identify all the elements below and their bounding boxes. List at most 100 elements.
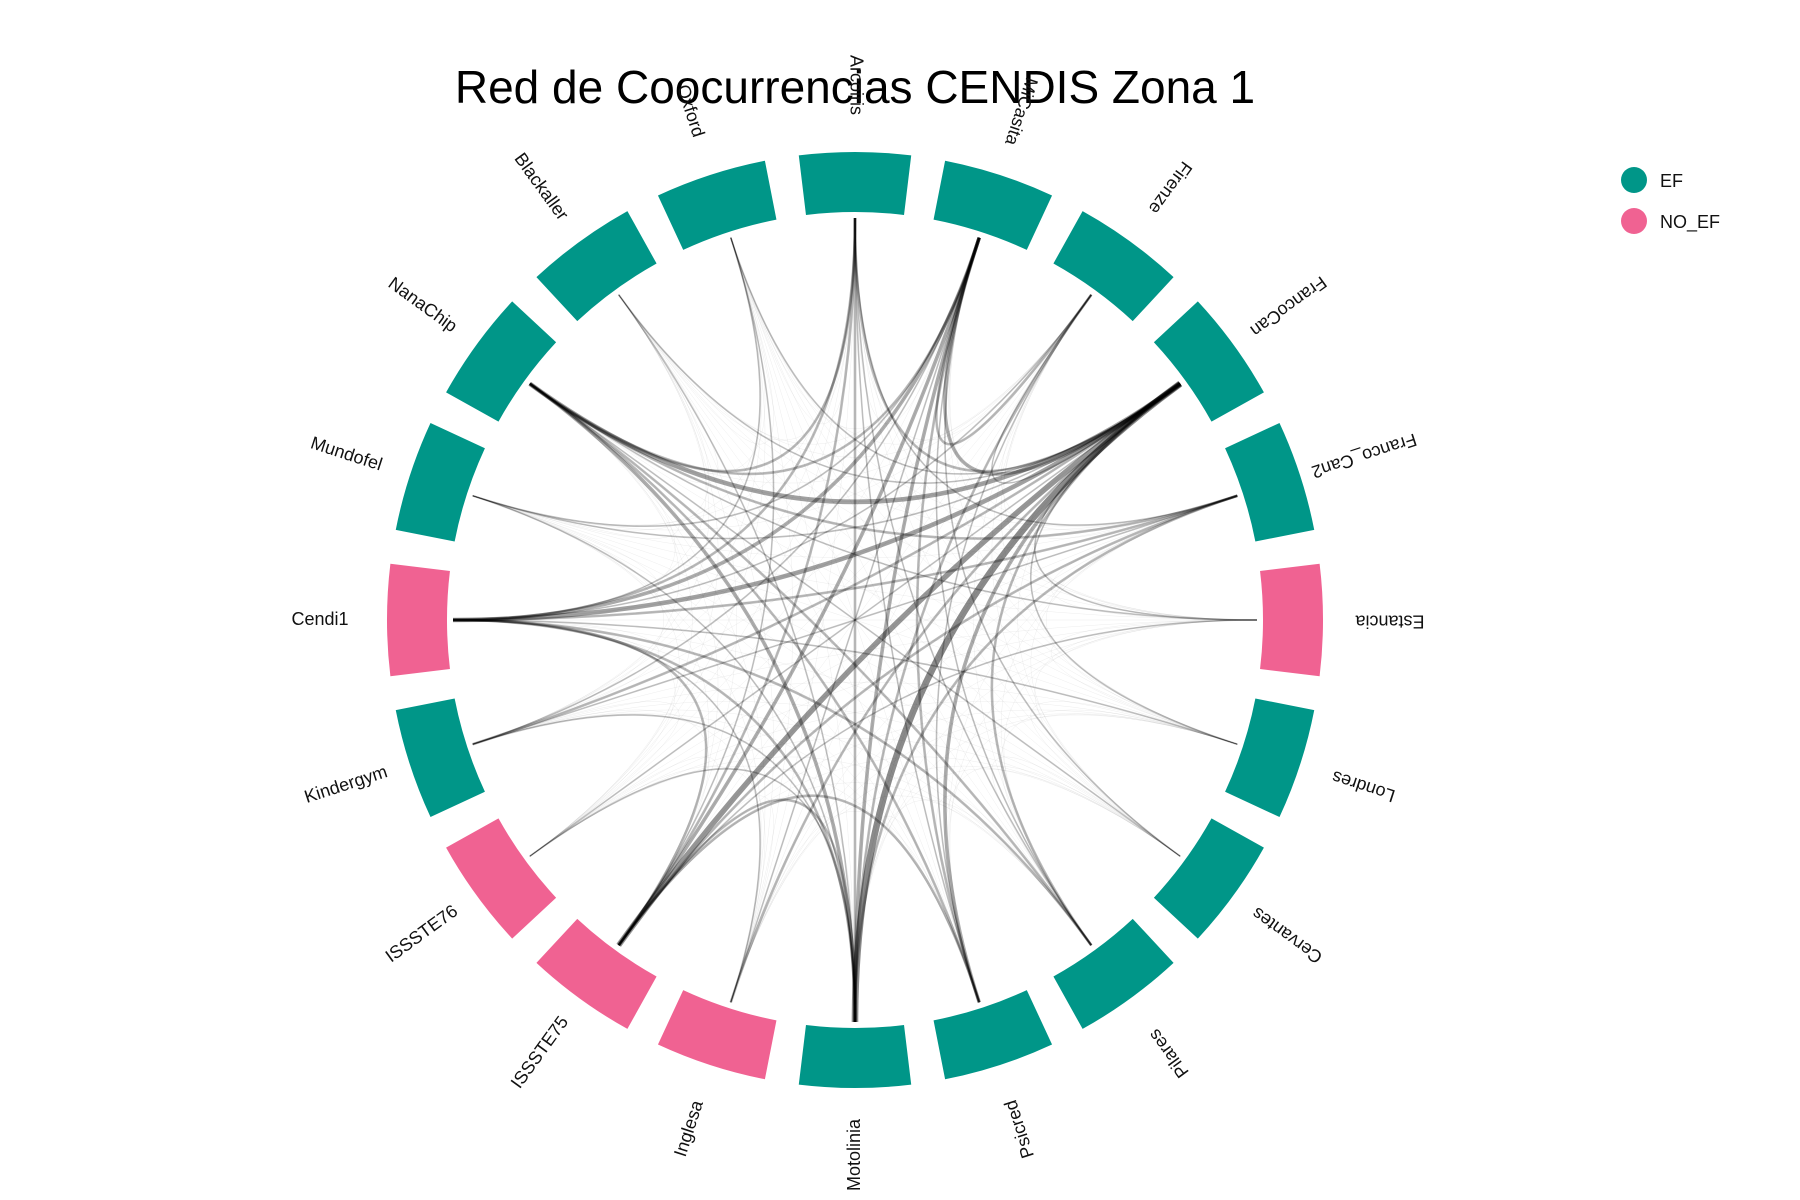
- faint-link: [1030, 383, 1238, 745]
- faint-link: [472, 495, 762, 1003]
- node-arc-kindergym: [395, 698, 485, 818]
- faint-link: [854, 217, 1238, 745]
- faint-link: [472, 495, 1092, 946]
- faint-link: [948, 713, 1238, 1003]
- legend-label-no-ef: NO_EF: [1660, 212, 1720, 233]
- node-label-pilares: Pilares: [1144, 1025, 1193, 1081]
- faint-link: [1017, 383, 1181, 857]
- link-cendi1-franco-can2: [452, 494, 1238, 622]
- faint-link: [529, 765, 980, 1003]
- faint-link: [991, 294, 1181, 857]
- faint-link: [949, 237, 1258, 621]
- legend: EF NO_EF: [1621, 167, 1720, 234]
- link-cendi1-motolinia: [452, 618, 857, 1023]
- link-micasita-cendi1: [452, 237, 981, 622]
- node-label-inglesa: Inglesa: [670, 1097, 707, 1159]
- faint-link: [854, 217, 1258, 621]
- faint-link: [618, 383, 1181, 946]
- node-label-firenze: Firenze: [1145, 158, 1196, 218]
- link-firenze-cendi1: [452, 294, 1092, 621]
- faint-link: [472, 495, 980, 1003]
- faint-link: [529, 495, 1238, 857]
- node-arc-firenze: [1053, 211, 1174, 322]
- faint-link: [972, 294, 1092, 946]
- faint-link: [1003, 619, 1258, 946]
- faint-link: [472, 495, 1181, 857]
- faint-link: [730, 237, 980, 1003]
- faint-link: [529, 237, 980, 475]
- faint-link: [472, 217, 856, 745]
- faint-link: [730, 237, 1181, 475]
- link-cervantes-micasita: [944, 237, 1181, 857]
- link-micasita-motolinia: [853, 237, 981, 1023]
- link-francocan-motolinia: [851, 381, 1183, 1023]
- link-francocan-psicred: [943, 382, 1182, 1003]
- faint-link: [1030, 495, 1238, 857]
- links-layer: [452, 217, 1258, 1023]
- faint-link: [472, 495, 1238, 745]
- faint-link: [452, 495, 660, 621]
- node-arc-issste75: [536, 918, 657, 1029]
- faint-link: [949, 619, 1258, 1003]
- faint-link: [948, 495, 1238, 1003]
- link-nanachip-arcoiris: [529, 217, 857, 473]
- faint-link: [854, 619, 1258, 1023]
- faint-link: [854, 294, 1092, 1023]
- node-label-issste76: ISSSTE76: [382, 901, 462, 967]
- node-arc-cendi1: [386, 563, 450, 677]
- faint-link: [618, 294, 774, 1003]
- link-micasita-nanachip: [529, 237, 981, 476]
- link-mundofel-motolinia: [472, 495, 856, 1023]
- link-micasita-psicred: [915, 237, 981, 1003]
- faint-link: [472, 495, 710, 946]
- faint-link: [472, 495, 1238, 559]
- link-francocan-arcoiris: [853, 217, 1181, 473]
- faint-link: [472, 383, 680, 745]
- node-arc-arcoiris: [798, 151, 912, 215]
- link-francocan-pilares: [990, 382, 1181, 946]
- faint-link: [618, 294, 1238, 745]
- link-cendi1-pilares: [452, 618, 1093, 946]
- link-londres-francocan: [1029, 383, 1238, 745]
- faint-link: [452, 619, 1092, 946]
- faint-link: [936, 294, 1092, 1003]
- faint-link: [452, 619, 1181, 857]
- link-psicred-firenze: [935, 294, 1092, 1003]
- faint-link: [529, 383, 719, 946]
- faint-link: [730, 765, 1181, 1003]
- faint-link: [854, 217, 1092, 946]
- faint-link: [452, 619, 1238, 745]
- faint-link: [618, 294, 1181, 857]
- faint-link: [452, 237, 980, 621]
- faint-link: [730, 237, 1258, 621]
- faint-link: [730, 383, 1181, 1003]
- faint-link: [472, 713, 980, 1003]
- faint-link: [618, 294, 1258, 621]
- node-label-estancia: Estancia: [1354, 611, 1424, 631]
- node-label-cervantes: Cervantes: [1248, 903, 1326, 967]
- faint-link: [730, 237, 980, 1003]
- faint-link: [529, 237, 766, 857]
- faint-link: [472, 237, 980, 527]
- faint-link: [730, 795, 1092, 1003]
- faint-link: [529, 383, 1181, 857]
- link-oxford-cendi1: [452, 237, 761, 621]
- link-issste75-arcoiris: [617, 217, 857, 946]
- link-francocan-issste75: [616, 381, 1182, 947]
- faint-link: [472, 495, 680, 857]
- faint-link: [529, 383, 1181, 857]
- faint-link: [1000, 495, 1238, 946]
- faint-link: [1003, 294, 1258, 621]
- link-arcoiris-franco-can2: [854, 217, 1238, 526]
- faint-link: [618, 756, 1181, 946]
- faint-link: [452, 619, 761, 1003]
- faint-link: [472, 701, 1181, 857]
- link-micasita-issste75: [617, 237, 981, 947]
- faint-link: [618, 795, 980, 1003]
- link-pilares-arcoiris: [854, 217, 1092, 946]
- node-label-cendi1: Cendi1: [291, 609, 348, 629]
- faint-link: [529, 383, 1181, 503]
- faint-link: [854, 495, 1238, 1023]
- faint-link: [618, 294, 1238, 531]
